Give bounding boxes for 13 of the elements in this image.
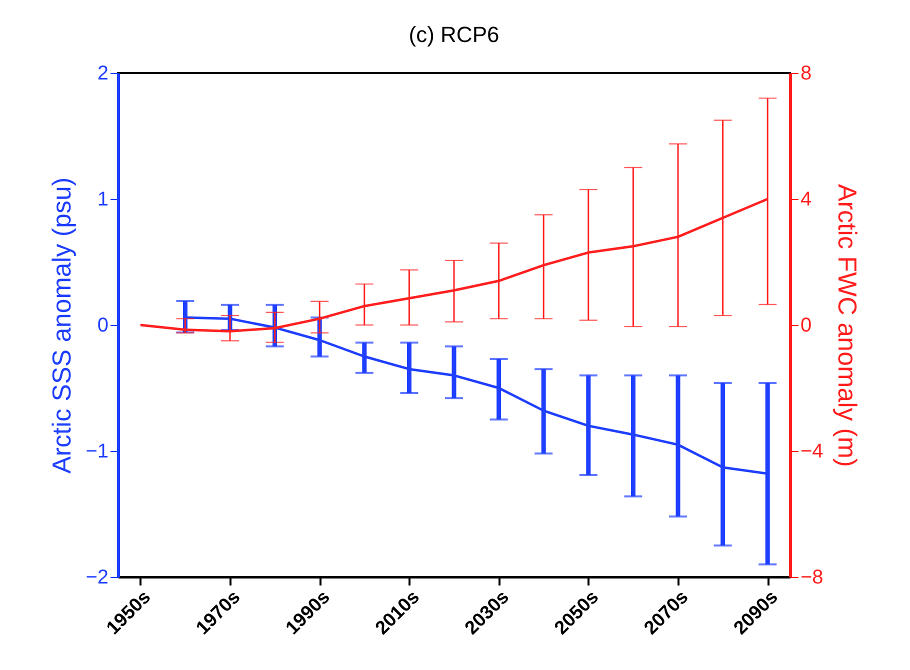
y2-tick-label: 8 [800, 62, 812, 84]
chart-title: (c) RCP6 [408, 22, 500, 47]
y2-tick-label: 0 [800, 314, 812, 336]
y2-axis-title: Arctic FWC anomaly (m) [832, 184, 862, 468]
y-tick-label: −2 [86, 566, 108, 588]
y2-tick-label: 4 [800, 188, 812, 210]
y-axis-title: Arctic SSS anomaly (psu) [46, 177, 77, 474]
y-tick-label: 0 [97, 314, 108, 336]
y2-tick-label: −4 [800, 440, 824, 462]
y2-tick-label: −8 [800, 566, 824, 588]
y-tick-label: 1 [97, 188, 108, 210]
y-tick-label: −1 [86, 440, 108, 462]
y-tick-label: 2 [97, 62, 108, 84]
